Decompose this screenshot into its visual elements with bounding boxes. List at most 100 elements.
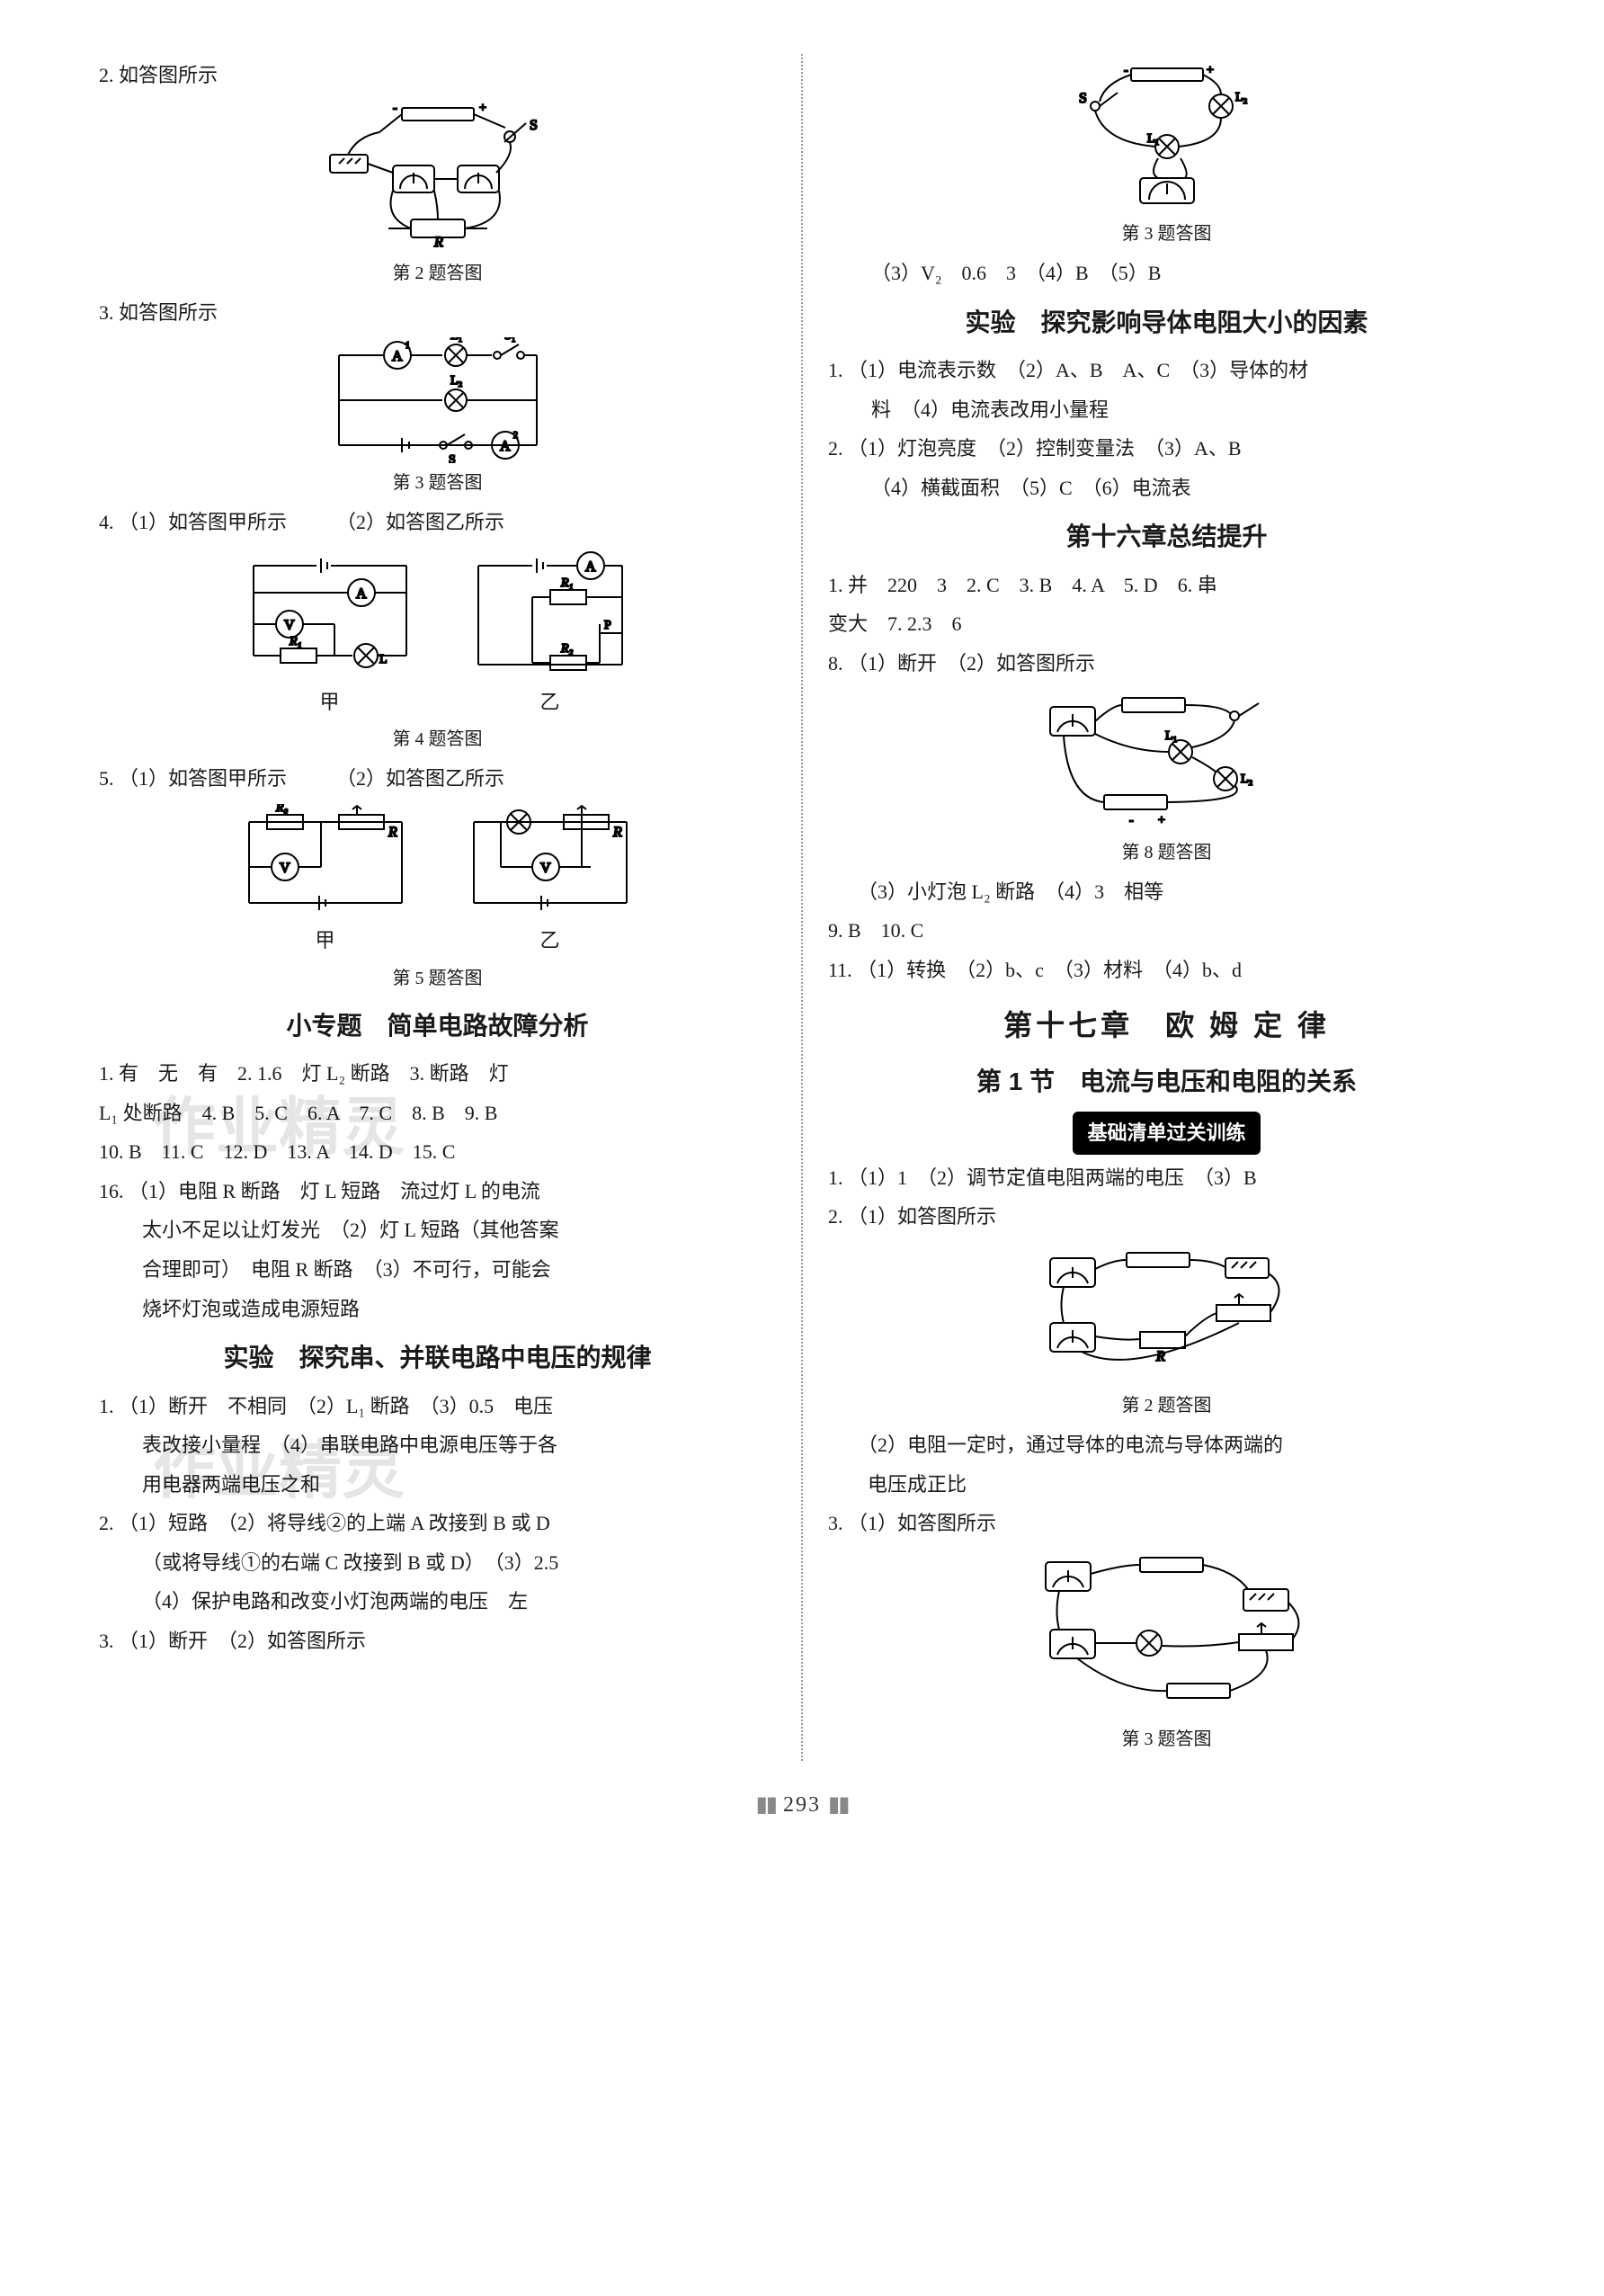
t4-a1: （3）小灯泡 L₂ 断路 （4）3 相等: [828, 874, 1505, 910]
t1-i3: 烧坏灯泡或造成电源短路: [99, 1291, 776, 1327]
q2-text: 如答图所示: [119, 64, 218, 86]
svg-text:L₁: L₁: [1147, 132, 1159, 146]
q4b-circuit-icon: A R₁ P R₂: [460, 548, 640, 683]
r-q2-caption: 第 2 题答图: [1122, 1389, 1212, 1422]
svg-text:V: V: [280, 861, 290, 876]
svg-text:P: P: [604, 619, 611, 632]
t4-l2: 变大 7. 2.3 6: [828, 606, 1505, 642]
q4-figure: A V R₁ L: [99, 548, 776, 756]
r-q8-figure: L₁ L₂ - + 第 8 题答图: [828, 689, 1505, 869]
q5-sub-a: 甲: [231, 923, 420, 959]
t1-i1: 太小不足以让灯发光 （2）灯 L 短路（其他答案: [99, 1212, 776, 1248]
svg-text:R: R: [433, 235, 443, 250]
topic2-heading: 实验 探究串、并联电路中电压的规律: [99, 1336, 776, 1380]
svg-text:L₂: L₂: [1241, 773, 1253, 786]
svg-text:1: 1: [405, 341, 410, 351]
pill-label: 基础清单过关训练: [1073, 1112, 1260, 1155]
s-a3: 3. （1）如答图所示: [828, 1505, 1505, 1541]
page-bars-right: ▮▮: [828, 1793, 848, 1817]
q5a-circuit-icon: R₀ R V: [231, 804, 420, 921]
page-number-value: 293: [783, 1793, 821, 1817]
topic1-heading: 小专题 简单电路故障分析: [99, 1004, 776, 1049]
r-q3b-circuit-icon: [1014, 1549, 1320, 1720]
topic4-heading: 第十六章总结提升: [828, 514, 1505, 559]
t1-l2: L₁ 处断路 4. B 5. C 6. A 7. C 8. B 9. B: [99, 1095, 776, 1131]
t2-l3: 3. （1）断开 （2）如答图所示: [99, 1623, 776, 1659]
svg-text:S₁: S₁: [504, 337, 516, 343]
section17-1-heading: 第 1 节 电流与电压和电阻的关系: [828, 1059, 1505, 1104]
topic3-heading: 实验 探究影响导体电阻大小的因素: [828, 300, 1505, 345]
q5-part1: （1）如答图甲所示: [119, 767, 287, 790]
q5-line: 5. （1）如答图甲所示 （2）如答图乙所示: [99, 761, 776, 797]
t1-l1: 1. 有 无 有 2. 1.6 灯 L₂ 断路 3. 断路 灯: [99, 1056, 776, 1092]
t2-l1: 1. （1）断开 不相同 （2）L₁ 断路 （3）0.5 电压: [99, 1389, 776, 1425]
svg-text:L₁: L₁: [1165, 729, 1177, 743]
q3-text: 如答图所示: [119, 301, 218, 324]
svg-text:R₂: R₂: [560, 642, 574, 656]
svg-text:R₁: R₁: [289, 635, 301, 648]
t2-i2b: （4）保护电路和改变小灯泡两端的电压 左: [99, 1584, 776, 1620]
svg-text:+: +: [479, 102, 486, 115]
q3-prefix: 3.: [99, 301, 114, 324]
svg-text:R₁: R₁: [560, 576, 573, 590]
s-l2: 2. （1）如答图所示: [828, 1199, 1505, 1235]
r-q8-caption: 第 8 题答图: [1122, 836, 1212, 869]
svg-text:S: S: [449, 453, 456, 463]
svg-text:-: -: [393, 102, 397, 115]
page-number: ▮▮ 293 ▮▮: [81, 1786, 1523, 1825]
svg-text:R₀: R₀: [275, 804, 289, 815]
t4-a3: 11. （1）转换 （2）b、c （3）材料 （4）b、d: [828, 952, 1505, 988]
r-q3-line: （3）V₂ 0.6 3 （4）B （5）B: [828, 255, 1505, 291]
q4-caption: 第 4 题答图: [393, 723, 483, 755]
q3-line: 3. 如答图所示: [99, 295, 776, 331]
q3-caption: 第 3 题答图: [393, 467, 483, 499]
svg-text:A: A: [392, 349, 403, 364]
t2-i2a: （或将导线①的右端 C 改接到 B 或 D） （3）2.5: [99, 1545, 776, 1581]
svg-text:V: V: [540, 861, 551, 876]
q5b-circuit-icon: R V: [456, 804, 645, 921]
t1-i2: 合理即可） 电阻 R 断路 （3）不可行，可能会: [99, 1252, 776, 1288]
q4-sub-b: 乙: [460, 684, 640, 720]
q4a-circuit-icon: A V R₁ L: [236, 548, 424, 683]
svg-text:2: 2: [513, 431, 518, 441]
svg-text:R: R: [612, 825, 622, 840]
svg-text:+: +: [1158, 814, 1165, 827]
column-divider: [801, 54, 803, 1761]
r-q3-figure: -+ S L₂ L₁: [828, 61, 1505, 250]
svg-text:A: A: [500, 439, 511, 454]
svg-text:A: A: [585, 559, 596, 575]
r-q3-circuit-icon: -+ S L₂ L₁: [1041, 61, 1293, 214]
t4-a2: 9. B 10. C: [828, 913, 1505, 949]
svg-text:L₁: L₁: [450, 337, 462, 343]
q5-prefix: 5.: [99, 767, 114, 790]
t4-l1: 1. 并 220 3 2. C 3. B 4. A 5. D 6. 串: [828, 567, 1505, 603]
q2-prefix: 2.: [99, 64, 114, 86]
svg-text:+: +: [1207, 64, 1214, 77]
q4-part2: （2）如答图乙所示: [336, 511, 504, 533]
q4-prefix: 4.: [99, 511, 114, 533]
q5-sub-b: 乙: [456, 923, 645, 959]
r-q3b-caption: 第 3 题答图: [1122, 1723, 1212, 1756]
s-l1: 1. （1）1 （2）调节定值电阻两端的电压 （3）B: [828, 1160, 1505, 1196]
left-column: 2. 如答图所示 - + S: [81, 54, 794, 1761]
q2-line: 2. 如答图所示: [99, 58, 776, 94]
q2-figure: - + S: [99, 101, 776, 290]
right-column: - + S L₂ L₁: [810, 54, 1523, 1761]
r-q3b-figure: 第 3 题答图: [828, 1549, 1505, 1756]
t2-i1a: 表改接小量程 （4）串联电路中电源电压等于各: [99, 1427, 776, 1463]
q2-caption: 第 2 题答图: [393, 257, 483, 290]
svg-text:S: S: [1079, 91, 1087, 106]
svg-text:-: -: [1129, 814, 1134, 827]
svg-text:R: R: [388, 825, 397, 840]
r-q8-circuit-icon: L₁ L₂ - +: [1023, 689, 1311, 833]
svg-text:L₂: L₂: [450, 374, 463, 388]
svg-text:A: A: [356, 586, 367, 602]
svg-text:V: V: [284, 618, 295, 633]
svg-text:R: R: [1155, 1349, 1165, 1364]
r-q2-figure: R 第 2 题答图: [828, 1242, 1505, 1422]
t1-l3: 10. B 11. C 12. D 13. A 14. D 15. C: [99, 1134, 776, 1170]
q2-circuit-icon: - + S: [303, 101, 573, 254]
t2-l2: 2. （1）短路 （2）将导线②的上端 A 改接到 B 或 D: [99, 1505, 776, 1541]
q4-line: 4. （1）如答图甲所示 （2）如答图乙所示: [99, 505, 776, 540]
r-q2-circuit-icon: R: [1023, 1242, 1311, 1386]
